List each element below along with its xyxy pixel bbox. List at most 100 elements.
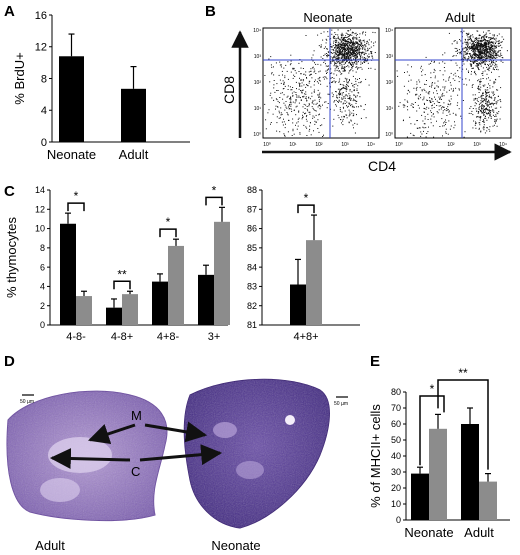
flow-event xyxy=(482,98,484,100)
flow-event xyxy=(482,48,484,50)
flow-event xyxy=(489,40,490,42)
flow-event xyxy=(486,127,488,129)
flow-event xyxy=(344,46,345,48)
flow-event xyxy=(471,40,473,42)
flow-event xyxy=(464,41,466,43)
flow-event xyxy=(416,120,418,121)
flow-event xyxy=(349,103,351,105)
flow-event xyxy=(442,112,444,114)
flow-event xyxy=(445,119,446,121)
flow-event xyxy=(493,103,495,105)
flow-event xyxy=(309,113,311,115)
flow-event xyxy=(353,38,355,40)
flow-event xyxy=(312,107,314,109)
flow-event xyxy=(423,98,425,100)
flow-event xyxy=(361,51,363,53)
flow-event xyxy=(444,52,446,54)
flow-event xyxy=(357,52,359,54)
flow-event xyxy=(470,55,471,57)
y-tick-label: 4 xyxy=(41,105,47,117)
flow-y-tick-label: 10⁰ xyxy=(385,132,393,138)
flow-event xyxy=(489,103,491,105)
flow-event xyxy=(452,55,454,57)
flow-event xyxy=(341,94,343,96)
flow-event xyxy=(331,77,333,78)
panel-letter-e: E xyxy=(370,353,380,370)
y-tick-label: 10 xyxy=(35,224,45,234)
flow-event xyxy=(397,75,399,77)
flow-event xyxy=(330,56,332,58)
flow-event xyxy=(318,114,320,116)
flow-event xyxy=(356,50,358,52)
neonate-vessel xyxy=(285,415,295,425)
flow-event xyxy=(431,107,433,109)
flow-event xyxy=(424,83,425,85)
flow-event xyxy=(498,33,500,35)
flow-event xyxy=(462,100,464,101)
flow-event xyxy=(406,100,408,102)
flow-event xyxy=(406,71,408,73)
flow-event xyxy=(484,49,486,50)
flow-event xyxy=(339,94,341,96)
flow-event xyxy=(348,72,350,74)
flow-event xyxy=(270,92,272,94)
flow-event xyxy=(475,56,477,58)
flow-event xyxy=(338,99,340,101)
flow-event xyxy=(482,71,484,73)
flow-event xyxy=(488,70,490,72)
flow-event xyxy=(342,60,344,62)
flow-event xyxy=(279,79,281,81)
flow-event xyxy=(429,100,431,101)
flow-event xyxy=(460,52,462,53)
flow-event xyxy=(474,37,476,39)
flow-event xyxy=(345,87,347,89)
flow-event xyxy=(341,41,343,43)
flow-event xyxy=(421,71,422,73)
flow-event xyxy=(298,110,300,112)
flow-event xyxy=(484,56,486,58)
flow-event xyxy=(492,52,494,54)
flow-event xyxy=(313,89,315,91)
flow-event xyxy=(480,100,482,102)
y-tick-label: 0 xyxy=(41,137,47,149)
flow-event xyxy=(341,73,343,75)
flow-event xyxy=(326,65,328,67)
flow-event xyxy=(310,73,312,75)
flow-event xyxy=(478,96,480,98)
flow-event xyxy=(314,99,316,101)
flow-event xyxy=(280,107,282,109)
flow-event xyxy=(346,58,348,60)
flow-event xyxy=(292,94,294,96)
flow-event xyxy=(430,112,432,113)
flow-event xyxy=(433,61,435,63)
flow-event xyxy=(342,45,344,47)
flow-event xyxy=(478,111,479,112)
flow-event xyxy=(479,48,481,50)
flow-event xyxy=(320,83,322,85)
flow-event xyxy=(477,67,479,69)
flow-event xyxy=(455,114,457,116)
flow-event xyxy=(478,122,480,124)
flow-event xyxy=(478,89,480,91)
flow-event xyxy=(416,110,418,112)
flow-event xyxy=(315,121,317,123)
flow-event xyxy=(321,124,323,126)
flow-event xyxy=(492,45,494,47)
flow-event xyxy=(476,30,478,32)
flow-event xyxy=(342,58,344,60)
flow-event xyxy=(482,67,484,69)
flow-event xyxy=(343,37,345,39)
flow-event xyxy=(337,51,339,53)
flow-event xyxy=(471,85,473,87)
panel-letter-a: A xyxy=(4,3,15,20)
flow-event xyxy=(342,120,344,122)
flow-event xyxy=(476,116,478,117)
flow-event xyxy=(346,60,348,62)
flow-event xyxy=(282,124,284,126)
flow-event xyxy=(439,98,441,100)
flow-event xyxy=(339,51,341,53)
flow-y-tick-label: 10² xyxy=(386,80,394,86)
panel-letter-b: B xyxy=(205,3,216,20)
flow-event xyxy=(482,74,484,76)
flow-event xyxy=(488,100,490,102)
